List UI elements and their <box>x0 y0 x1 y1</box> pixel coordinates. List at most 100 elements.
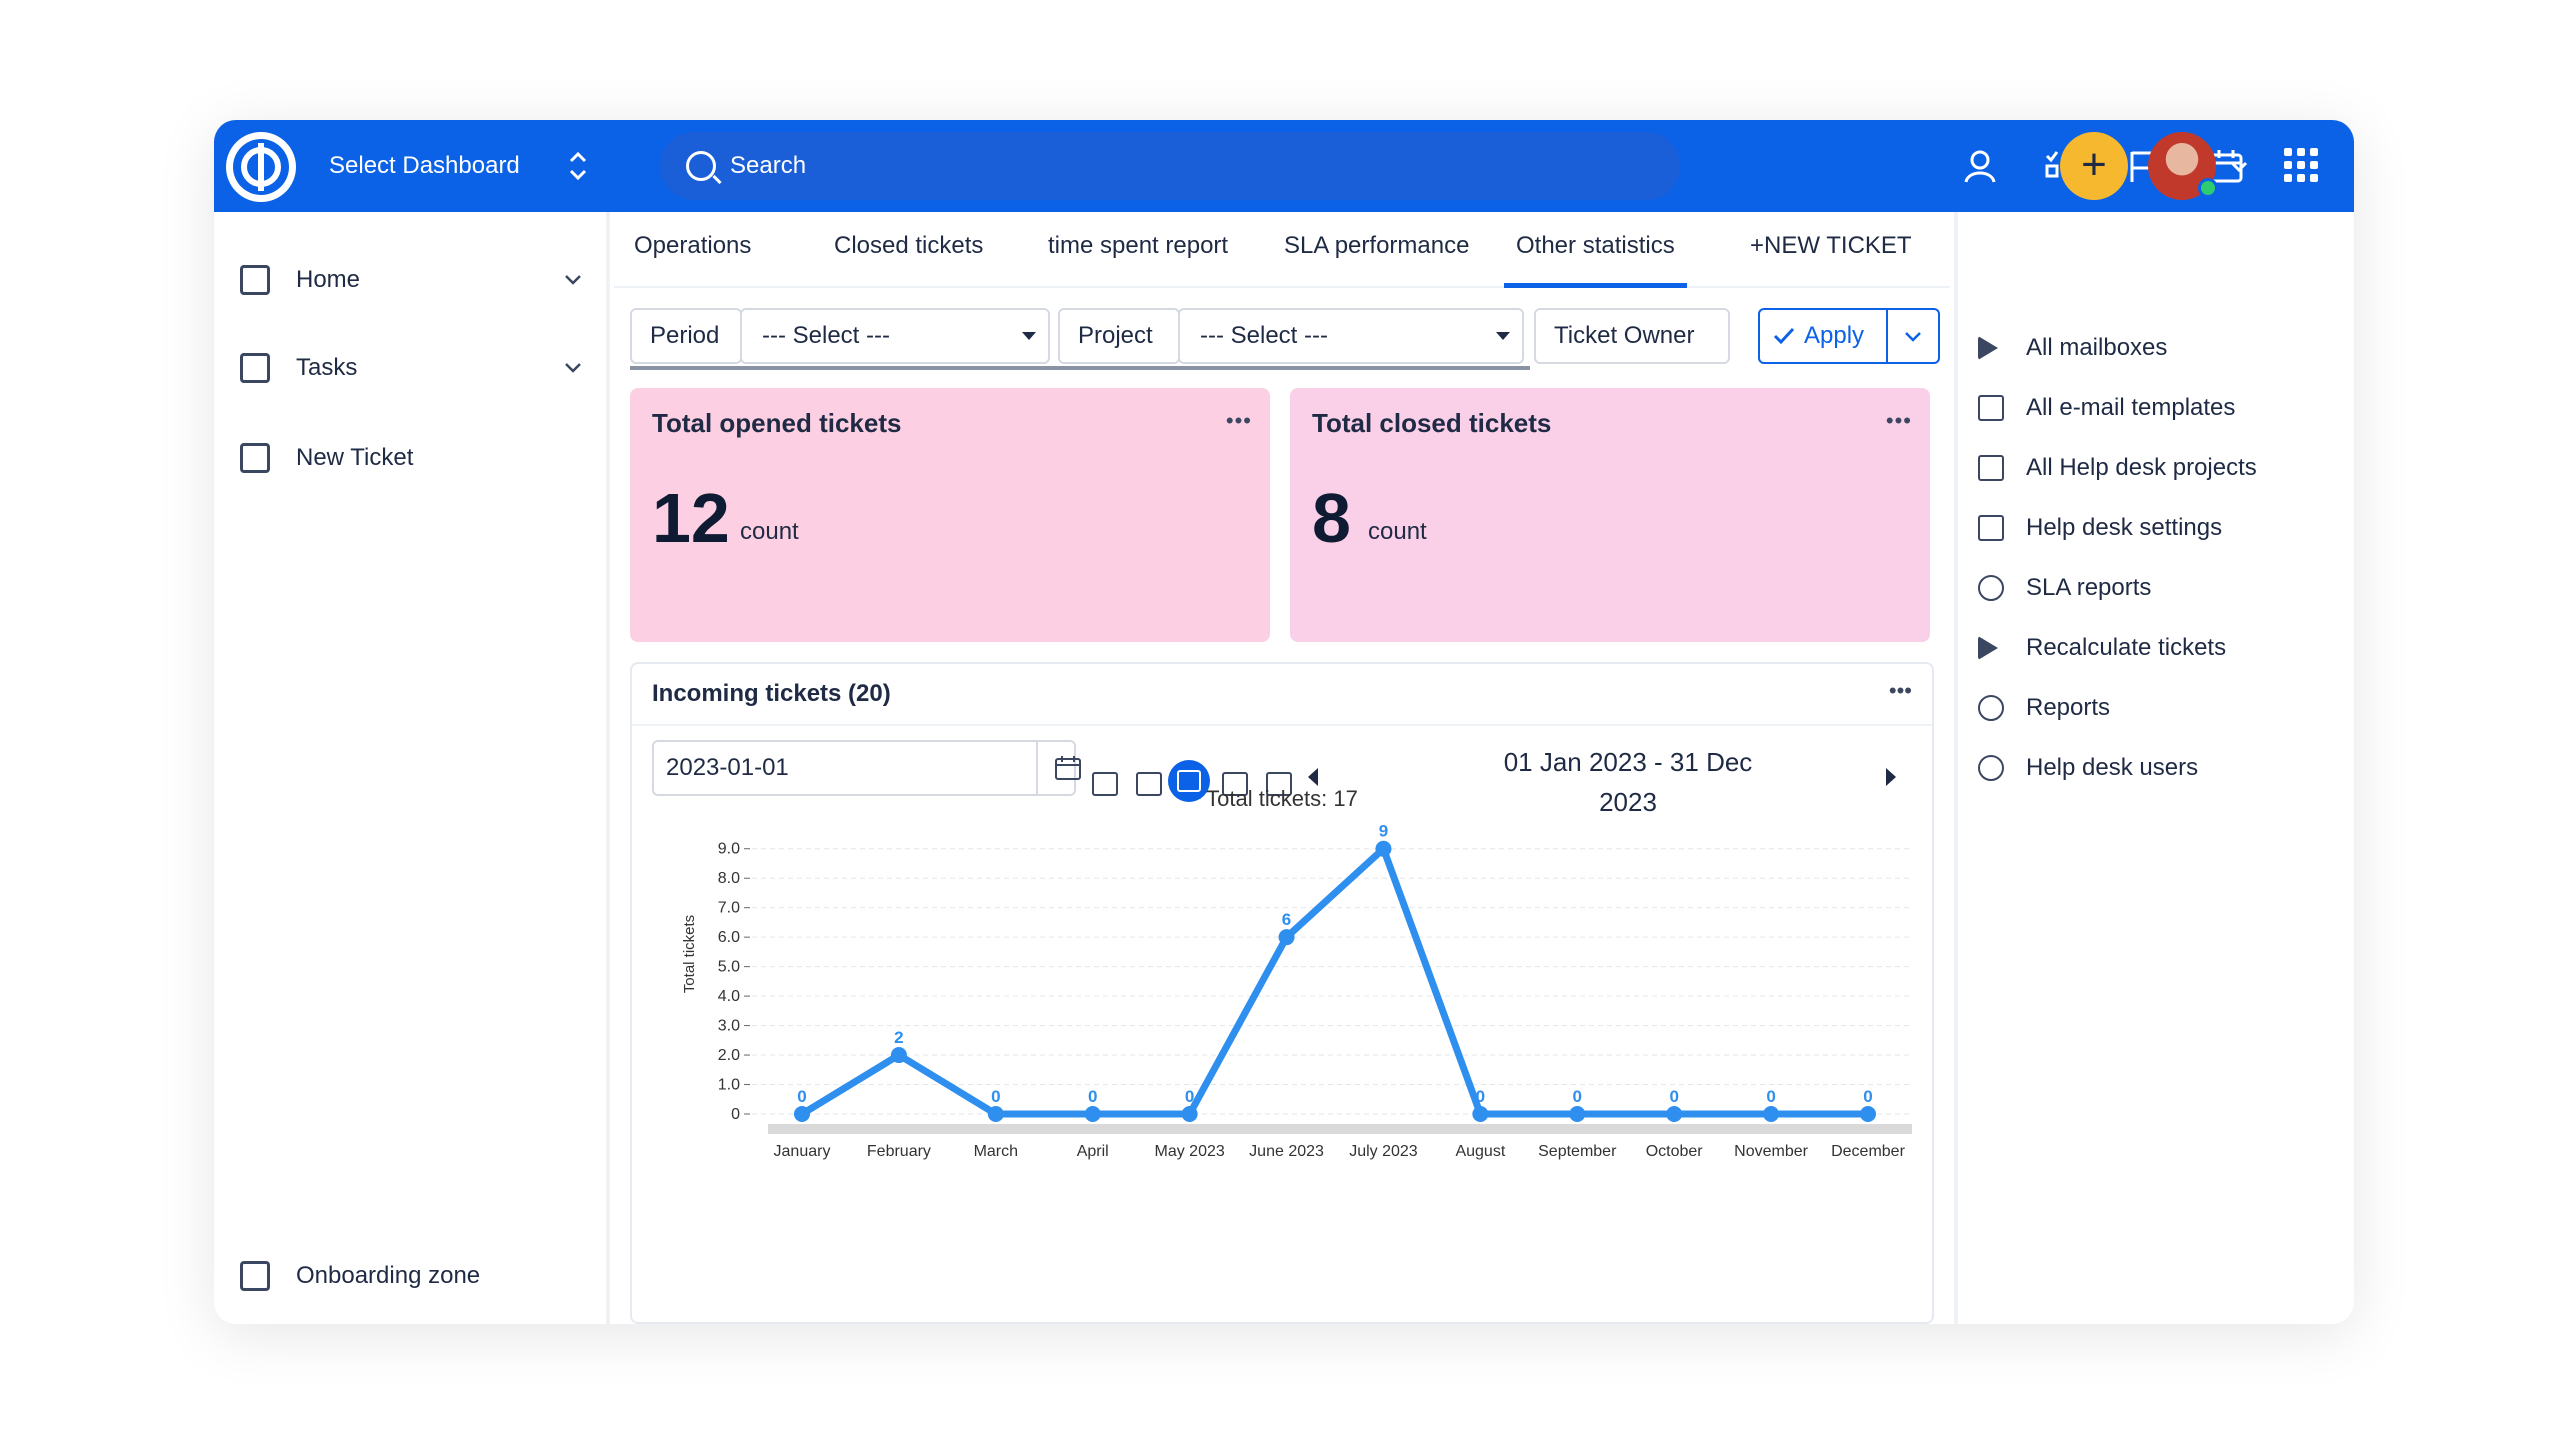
more-options-icon[interactable]: ••• <box>1888 678 1912 703</box>
caret-down-icon <box>1022 332 1036 340</box>
series-line <box>800 842 1868 1118</box>
apply-options-button[interactable] <box>1886 308 1940 364</box>
data-label: 0 <box>1185 1087 1194 1106</box>
date-range-line1: 01 Jan 2023 - 31 Dec <box>1503 747 1753 777</box>
project-select[interactable]: --- Select --- <box>1178 308 1524 364</box>
incoming-tickets-chart: Total tickets: 17 Total tickets 0 1.0 2.0 3.0… <box>681 786 1912 1160</box>
user-icon <box>1978 755 2004 781</box>
more-options-icon[interactable]: ••• <box>1885 408 1912 433</box>
left-sidebar: Home Tasks New Ticket Onboarding zone <box>214 212 610 1324</box>
mail-icon <box>1978 395 2004 421</box>
sidebar-item-label: All Help desk projects <box>2026 454 2257 481</box>
data-point <box>1375 840 1392 857</box>
start-date-input[interactable]: 2023-01-01 <box>652 740 1081 796</box>
x-tick-label: June 2023 <box>1249 1143 1324 1160</box>
quarter-view-icon[interactable] <box>1222 772 1248 796</box>
sidebar-item-sla-reports[interactable]: SLA reports <box>1978 568 2348 608</box>
search-input[interactable]: Search <box>660 132 1680 200</box>
sidebar-item-label: Help desk users <box>2026 754 2199 781</box>
sidebar-item-label: Tasks <box>296 354 358 381</box>
apps-grid-icon[interactable] <box>2284 148 2318 182</box>
week-view-icon[interactable] <box>1136 772 1162 796</box>
tab-other-statistics[interactable]: Other statistics <box>1504 212 1687 288</box>
data-point <box>890 1047 907 1064</box>
y-tick-label: 6.0 <box>718 929 740 946</box>
month-view-icon[interactable] <box>1168 760 1210 802</box>
chevron-down-icon[interactable] <box>2228 156 2250 178</box>
sidebar-item-label: Reports <box>2026 694 2111 721</box>
sidebar-item-label: New Ticket <box>296 444 414 471</box>
search-placeholder: Search <box>730 152 807 179</box>
sidebar-item-help-desk-settings[interactable]: Help desk settings <box>1978 508 2348 548</box>
sidebar-item-all-mailboxes[interactable]: All mailboxes <box>1978 328 2348 368</box>
mailbox-icon <box>1978 336 1998 360</box>
x-axis-band <box>768 1124 1912 1134</box>
panel-title: Incoming tickets (20) <box>652 680 891 707</box>
sidebar-item-label: All mailboxes <box>2026 334 2168 361</box>
start-date-value: 2023-01-01 <box>666 754 789 781</box>
app-logo[interactable] <box>226 132 296 202</box>
sidebar-item-recalculate-tickets[interactable]: Recalculate tickets <box>1978 628 2348 668</box>
x-tick-label: February <box>867 1143 931 1160</box>
target-icon <box>1978 695 2004 721</box>
x-tick-label: May 2023 <box>1155 1143 1225 1160</box>
onboarding-zone-link[interactable]: Onboarding zone <box>240 1256 600 1296</box>
date-picker-button[interactable] <box>1036 742 1096 794</box>
previous-period-icon[interactable] <box>1308 768 1318 786</box>
more-options-icon[interactable]: ••• <box>1225 408 1252 433</box>
divider <box>632 724 1932 726</box>
tab-bar: Operations Closed tickets time spent rep… <box>614 212 1950 288</box>
user-icon[interactable] <box>1962 148 1998 184</box>
avatar[interactable] <box>2148 132 2218 200</box>
data-label: 0 <box>991 1087 1000 1106</box>
next-period-icon[interactable] <box>1886 768 1896 786</box>
incoming-tickets-panel: Incoming tickets (20) ••• 2023-01-01 01 … <box>630 662 1934 1324</box>
day-view-icon[interactable] <box>1092 772 1118 796</box>
sidebar-item-email-templates[interactable]: All e-mail templates <box>1978 388 2348 428</box>
data-point <box>1084 1106 1101 1122</box>
apply-button[interactable]: Apply <box>1758 308 1888 364</box>
ticket-owner-filter[interactable]: Ticket Owner <box>1534 308 1730 364</box>
kpi-value: 8 <box>1312 479 1351 557</box>
dashboard-select[interactable]: Select Dashboard <box>329 120 520 212</box>
top-bar: Select Dashboard Search <box>214 120 2354 212</box>
x-tick-label: August <box>1455 1143 1505 1160</box>
period-select-value: --- Select --- <box>762 322 890 349</box>
data-point <box>1763 1106 1780 1122</box>
date-range-label: 01 Jan 2023 - 31 Dec 2023 <box>1448 742 1808 822</box>
data-point <box>1569 1106 1586 1122</box>
sidebar-item-help-desk-projects[interactable]: All Help desk projects <box>1978 448 2348 488</box>
tab-time-spent-report[interactable]: time spent report <box>1048 232 1229 259</box>
sidebar-item-reports[interactable]: Reports <box>1978 688 2348 728</box>
chart-title: Total tickets: 17 <box>1206 786 1358 811</box>
y-tick-label: 3.0 <box>718 1018 740 1035</box>
sidebar-item-label: Recalculate tickets <box>2026 634 2227 661</box>
data-point <box>794 1106 810 1122</box>
onboarding-label: Onboarding zone <box>296 1262 481 1289</box>
data-label: 0 <box>1766 1087 1775 1106</box>
data-label: 0 <box>1669 1087 1678 1106</box>
tab-closed-tickets[interactable]: Closed tickets <box>834 232 984 259</box>
sidebar-item-label: Help desk settings <box>2026 514 2223 541</box>
y-tick-label: 1.0 <box>718 1077 740 1094</box>
dashboard-select-label: Select Dashboard <box>329 152 520 179</box>
tab-new-ticket[interactable]: +NEW TICKET <box>1750 232 1912 259</box>
tab-sla-performance[interactable]: SLA performance <box>1284 232 1470 259</box>
tab-operations[interactable]: Operations <box>634 232 752 259</box>
sidebar-item-home[interactable]: Home <box>240 260 600 300</box>
year-view-icon[interactable] <box>1266 772 1292 796</box>
sidebar-item-new-ticket[interactable]: New Ticket <box>240 438 600 478</box>
x-tick-label: April <box>1077 1143 1109 1160</box>
period-select[interactable]: --- Select --- <box>740 308 1050 364</box>
chevron-up-down-icon[interactable] <box>566 148 590 184</box>
chevron-down-icon[interactable] <box>562 269 584 291</box>
data-label: 2 <box>894 1028 903 1047</box>
y-tick-label: 4.0 <box>718 988 740 1005</box>
sidebar-item-help-desk-users[interactable]: Help desk users <box>1978 748 2348 788</box>
add-new-button[interactable]: + <box>2060 132 2128 200</box>
chevron-down-icon[interactable] <box>562 357 584 379</box>
x-tick-label: September <box>1538 1143 1617 1160</box>
search-icon <box>686 151 716 181</box>
sidebar-item-tasks[interactable]: Tasks <box>240 348 600 388</box>
x-tick-label: December <box>1831 1143 1905 1160</box>
